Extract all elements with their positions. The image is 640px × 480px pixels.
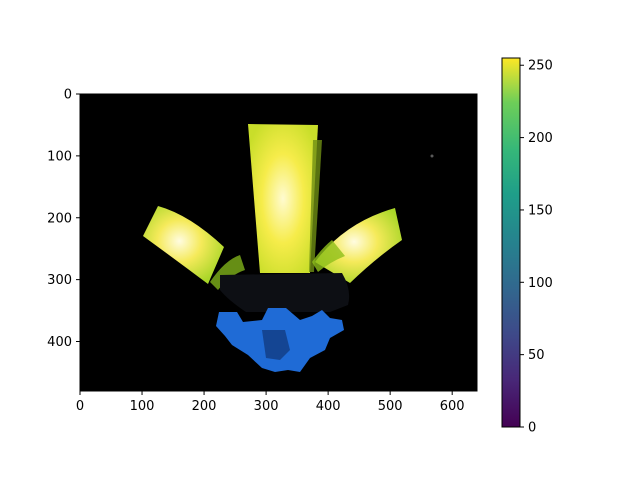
x-tick-label: 400 bbox=[316, 399, 341, 414]
colorbar-tick-label: 50 bbox=[528, 348, 545, 363]
y-tick-label: 0 bbox=[64, 88, 72, 103]
right-bright-region bbox=[315, 208, 402, 283]
x-tick-label: 100 bbox=[130, 399, 155, 414]
colorbar-tick-label: 200 bbox=[528, 131, 553, 146]
y-tick-label: 200 bbox=[47, 211, 72, 226]
y-axis: 0 100 200 300 400 bbox=[47, 88, 80, 350]
center-green-edge bbox=[309, 140, 322, 272]
left-green-edge bbox=[210, 255, 245, 290]
colorbar-frame bbox=[501, 57, 521, 428]
x-tick-label: 300 bbox=[254, 399, 279, 414]
x-tick-label: 0 bbox=[76, 399, 84, 414]
x-tick-label: 500 bbox=[378, 399, 403, 414]
x-tick-label: 200 bbox=[192, 399, 217, 414]
x-tick-label: 600 bbox=[440, 399, 465, 414]
colorbar-tick-label: 0 bbox=[528, 421, 536, 436]
blue-object-shadow bbox=[262, 330, 290, 360]
center-bright-region bbox=[248, 124, 318, 273]
x-axis: 0 100 200 300 400 500 600 bbox=[76, 391, 465, 414]
colorbar-gradient bbox=[502, 58, 520, 427]
right-green-edge bbox=[312, 240, 345, 272]
colorbar-tick-label: 100 bbox=[528, 276, 553, 291]
y-tick-label: 300 bbox=[47, 273, 72, 288]
colorbar-tick-label: 250 bbox=[528, 59, 553, 74]
colorbar-axis: 0 50 100 150 200 250 bbox=[520, 59, 553, 436]
colorbar: 0 50 100 150 200 250 bbox=[501, 57, 553, 436]
dark-object-region bbox=[220, 273, 350, 312]
image-frame bbox=[79, 93, 478, 392]
colorbar-tick-label: 150 bbox=[528, 203, 553, 218]
y-tick-label: 100 bbox=[47, 149, 72, 164]
y-tick-label: 400 bbox=[47, 335, 72, 350]
left-bright-region bbox=[143, 206, 224, 284]
image-speck bbox=[430, 154, 434, 158]
heatmap-image bbox=[79, 93, 478, 392]
